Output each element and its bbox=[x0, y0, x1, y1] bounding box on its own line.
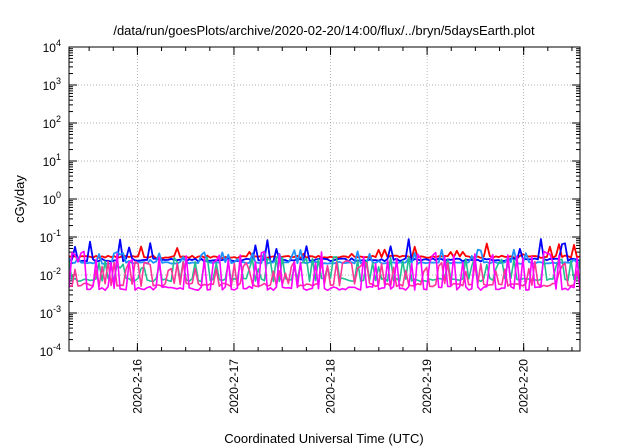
grid bbox=[69, 47, 580, 351]
x-axis-ticks: 2020-2-16 2020-2-17 2020-2-18 2020-2-19 2020… bbox=[88, 47, 573, 414]
y-tick-label: 101 bbox=[43, 152, 61, 169]
y-axis-ticks: 10-4 10-3 10-2 10-1 100 101 102 103 104 bbox=[40, 38, 580, 359]
x-tick-label: 2020-2-19 bbox=[420, 359, 434, 414]
x-tick-label: 2020-2-20 bbox=[517, 359, 531, 414]
x-tick-label: 2020-2-16 bbox=[130, 359, 144, 414]
x-tick-label: 2020-2-17 bbox=[227, 359, 241, 414]
y-tick-label: 102 bbox=[43, 114, 61, 131]
y-tick-label: 104 bbox=[43, 38, 61, 55]
chart-title: /data/run/goesPlots/archive/2020-02-20/1… bbox=[113, 23, 535, 38]
y-tick-label: 103 bbox=[43, 76, 61, 93]
y-axis-label: cGy/day bbox=[12, 175, 27, 223]
series-line bbox=[69, 238, 580, 263]
y-tick-label: 10-3 bbox=[40, 304, 61, 321]
series-line bbox=[69, 242, 580, 260]
plot-frame bbox=[68, 46, 581, 352]
series-line bbox=[69, 250, 580, 292]
series-line bbox=[69, 248, 580, 265]
y-tick-label: 10-4 bbox=[40, 342, 61, 359]
series-lines bbox=[69, 238, 580, 292]
y-tick-label: 10-2 bbox=[40, 266, 61, 283]
y-tick-label: 100 bbox=[43, 190, 61, 207]
y-tick-label: 10-1 bbox=[40, 228, 61, 245]
x-tick-label: 2020-2-18 bbox=[324, 359, 338, 414]
x-axis-label: Coordinated Universal Time (UTC) bbox=[224, 431, 423, 446]
